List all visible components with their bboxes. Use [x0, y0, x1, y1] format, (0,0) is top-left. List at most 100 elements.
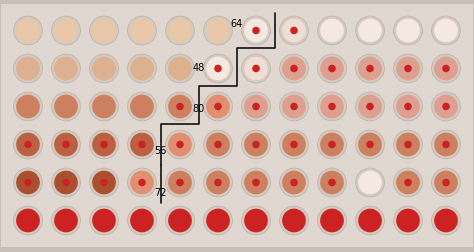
Circle shape: [165, 206, 194, 235]
Text: 80: 80: [192, 104, 205, 114]
Circle shape: [242, 206, 271, 235]
Circle shape: [320, 57, 344, 81]
Circle shape: [16, 57, 40, 81]
Circle shape: [358, 95, 382, 119]
Circle shape: [431, 55, 460, 84]
Circle shape: [252, 217, 260, 225]
Circle shape: [242, 131, 271, 159]
Circle shape: [128, 131, 156, 159]
Circle shape: [442, 179, 450, 186]
Circle shape: [290, 66, 298, 73]
Circle shape: [280, 93, 309, 121]
Circle shape: [92, 133, 116, 157]
Circle shape: [14, 206, 43, 235]
Circle shape: [100, 217, 108, 225]
Circle shape: [214, 103, 222, 111]
Circle shape: [318, 55, 346, 84]
Circle shape: [320, 20, 344, 43]
Circle shape: [356, 93, 384, 121]
Circle shape: [431, 168, 460, 197]
Circle shape: [100, 141, 108, 149]
Circle shape: [214, 179, 222, 186]
Circle shape: [206, 20, 230, 43]
Circle shape: [203, 131, 232, 159]
Circle shape: [16, 133, 40, 157]
Circle shape: [52, 168, 81, 197]
Circle shape: [431, 206, 460, 235]
Circle shape: [252, 141, 260, 149]
Circle shape: [165, 17, 194, 46]
Circle shape: [320, 95, 344, 119]
Circle shape: [431, 131, 460, 159]
Circle shape: [90, 17, 118, 46]
Circle shape: [54, 171, 78, 195]
Circle shape: [366, 103, 374, 111]
Circle shape: [130, 95, 154, 119]
Circle shape: [24, 141, 32, 149]
Circle shape: [176, 141, 184, 149]
Circle shape: [165, 93, 194, 121]
Circle shape: [206, 95, 230, 119]
Circle shape: [393, 131, 422, 159]
Circle shape: [138, 179, 146, 186]
Circle shape: [130, 133, 154, 157]
Circle shape: [206, 57, 230, 81]
Circle shape: [366, 66, 374, 73]
Circle shape: [242, 93, 271, 121]
Circle shape: [168, 209, 192, 232]
Circle shape: [62, 217, 70, 225]
Circle shape: [393, 93, 422, 121]
Circle shape: [176, 217, 184, 225]
Circle shape: [328, 66, 336, 73]
Circle shape: [442, 217, 450, 225]
Circle shape: [318, 206, 346, 235]
Text: 56: 56: [155, 146, 167, 155]
Circle shape: [442, 141, 450, 149]
Circle shape: [52, 55, 81, 84]
Circle shape: [14, 131, 43, 159]
Circle shape: [282, 95, 306, 119]
Circle shape: [206, 133, 230, 157]
Circle shape: [431, 17, 460, 46]
Circle shape: [282, 171, 306, 195]
Circle shape: [393, 55, 422, 84]
Circle shape: [206, 209, 230, 232]
Circle shape: [290, 27, 298, 35]
Circle shape: [393, 168, 422, 197]
Circle shape: [14, 55, 43, 84]
Circle shape: [52, 93, 81, 121]
Circle shape: [320, 133, 344, 157]
Circle shape: [318, 93, 346, 121]
Circle shape: [252, 103, 260, 111]
Circle shape: [404, 103, 412, 111]
Circle shape: [92, 95, 116, 119]
Circle shape: [280, 168, 309, 197]
Circle shape: [128, 168, 156, 197]
Circle shape: [393, 17, 422, 46]
Circle shape: [290, 141, 298, 149]
Circle shape: [358, 57, 382, 81]
Circle shape: [356, 55, 384, 84]
Circle shape: [252, 66, 260, 73]
Circle shape: [280, 17, 309, 46]
Circle shape: [434, 171, 458, 195]
Circle shape: [404, 66, 412, 73]
Circle shape: [62, 179, 70, 186]
Circle shape: [244, 209, 268, 232]
Circle shape: [16, 171, 40, 195]
Circle shape: [130, 171, 154, 195]
Circle shape: [138, 217, 146, 225]
Circle shape: [252, 179, 260, 186]
Circle shape: [320, 209, 344, 232]
Circle shape: [92, 20, 116, 43]
Circle shape: [100, 179, 108, 186]
Text: 64: 64: [230, 19, 243, 29]
Circle shape: [54, 57, 78, 81]
Circle shape: [214, 217, 222, 225]
Circle shape: [328, 179, 336, 186]
Circle shape: [128, 55, 156, 84]
Circle shape: [203, 93, 232, 121]
Circle shape: [54, 209, 78, 232]
Circle shape: [282, 133, 306, 157]
Circle shape: [16, 209, 40, 232]
